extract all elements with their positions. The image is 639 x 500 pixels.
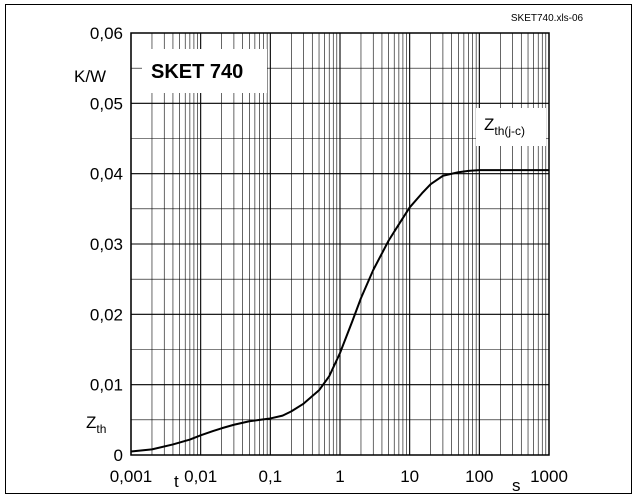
y-tick-label: 0,02 [90,305,123,324]
x-unit-label: s [512,476,521,495]
y-tick-label: 0,05 [90,94,123,113]
labels-layer: 0,001 0,01 0,1 1 10 100 1000 0 0,01 0,02 0,03 0,04 0… [90,24,568,486]
file-label: SKET740.xls-06 [511,13,584,24]
chart-frame [5,4,632,494]
x-tick-label: 10 [400,467,419,486]
x-tick-label: 1 [335,467,344,486]
series-label-sub: th(j-c) [494,124,525,138]
x-axis-label: t [174,472,179,491]
chart-title: SKET 740 [151,61,243,83]
y-tick-label: 0,04 [90,165,123,184]
y-axis-label-main: Z [86,413,96,432]
y-axis-label: Zth [86,413,106,436]
y-axis-label-sub: th [96,422,106,436]
plot-border [130,32,550,456]
x-tick-label: 0,01 [184,467,217,486]
series-label-main: Z [484,115,494,134]
series-line-zth [130,169,549,453]
y-tick-label: 0 [114,446,123,465]
y-unit-label: K/W [74,67,106,86]
x-tick-label: 1000 [530,467,568,486]
x-tick-label: 100 [465,467,493,486]
y-tick-label: 0,01 [90,376,123,395]
series-label: Zth(j-c) [484,115,525,138]
x-tick-label: 0,1 [259,467,283,486]
series-label-box [476,108,546,146]
title-box [142,49,267,93]
series-layer [130,169,549,453]
y-tick-label: 0,06 [90,24,123,43]
y-tick-label: 0,03 [90,235,123,254]
x-tick-label: 0,001 [110,467,153,486]
